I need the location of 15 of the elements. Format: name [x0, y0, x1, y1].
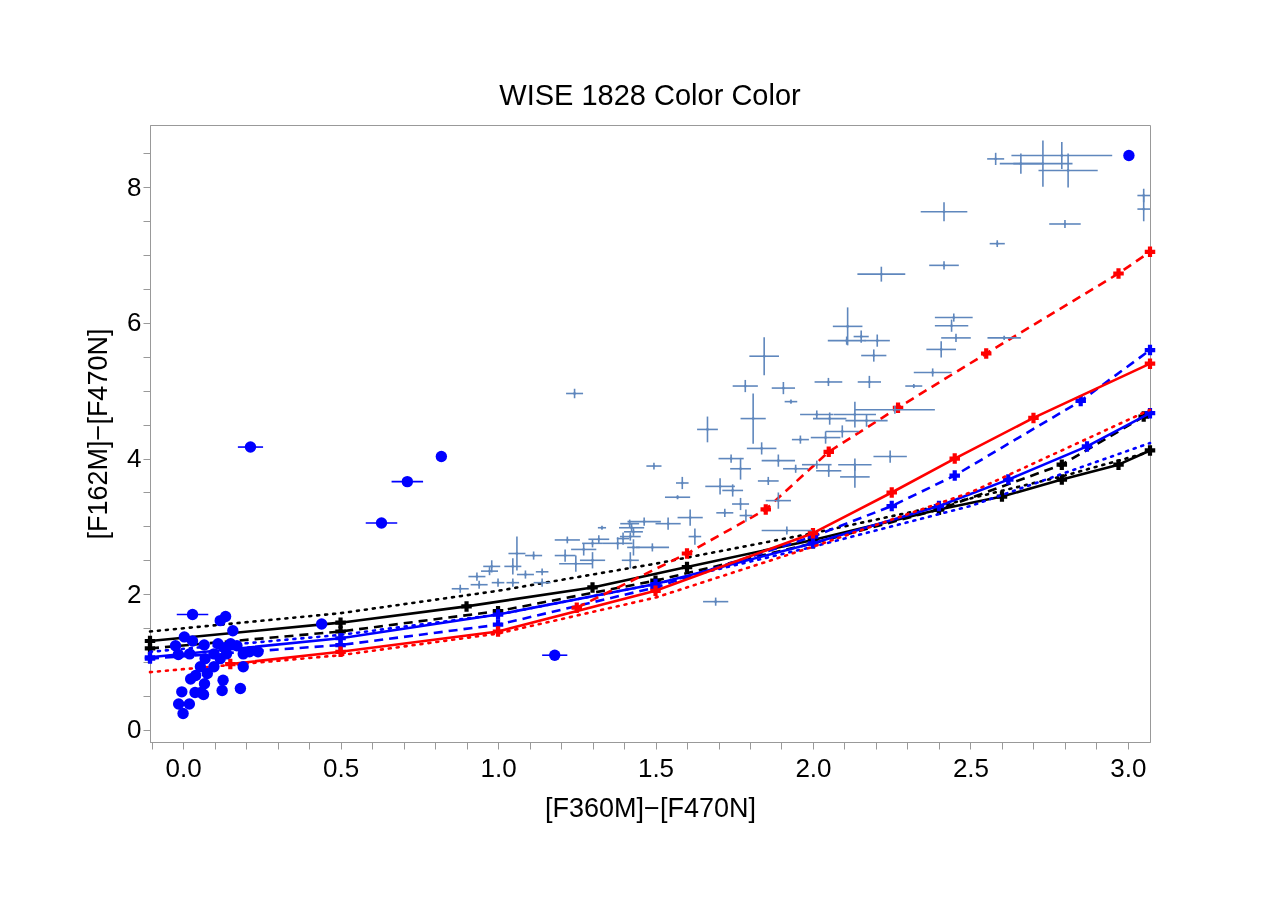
- x-tick-label: 1.5: [637, 752, 675, 783]
- x-axis-title: [F360M]−[F470N]: [545, 792, 756, 823]
- x-tick-label: 1.0: [480, 752, 517, 783]
- x-tick-label: 0.5: [322, 752, 360, 783]
- y-tick-label: 4: [127, 443, 142, 474]
- y-tick-label: 2: [127, 578, 142, 609]
- y-tick-label: 6: [127, 307, 142, 338]
- x-tick-label: 2.0: [795, 752, 832, 783]
- chart-title: WISE 1828 Color Color: [499, 79, 802, 111]
- y-axis-title: [F162M]−[F470N]: [83, 328, 114, 540]
- x-tick-label: 3.0: [1110, 752, 1147, 783]
- y-tick-label: 0: [127, 714, 142, 745]
- y-tick-label: 8: [127, 171, 142, 202]
- x-tick-label: 2.5: [952, 752, 990, 783]
- x-tick-label: 0.0: [165, 752, 202, 783]
